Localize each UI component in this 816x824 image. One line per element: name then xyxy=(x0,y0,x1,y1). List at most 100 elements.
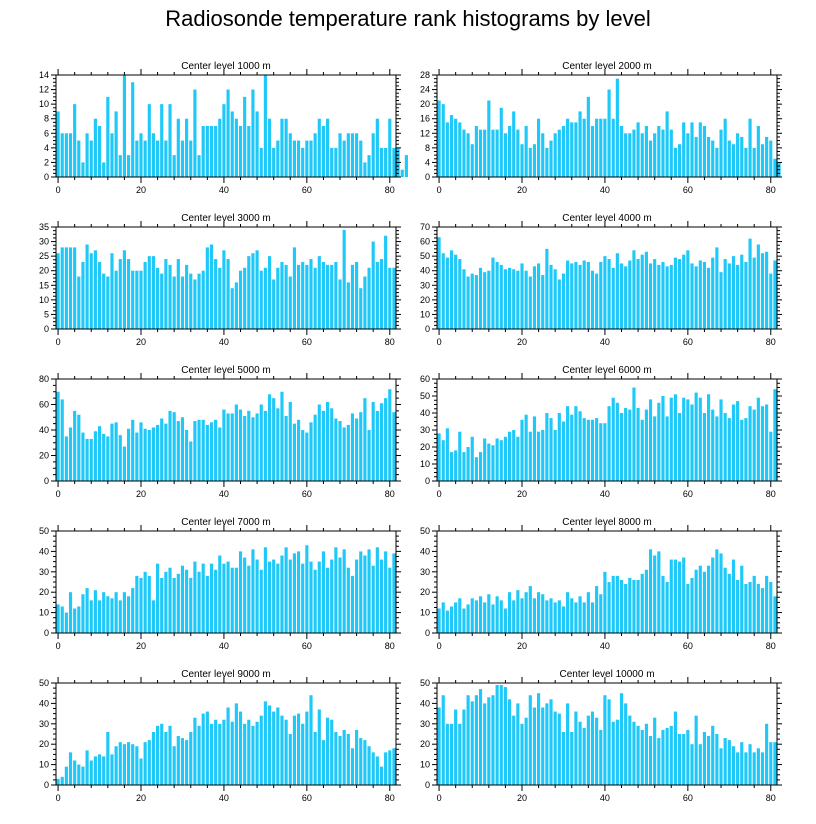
y-tick-label: 0 xyxy=(44,780,49,790)
bar xyxy=(77,276,81,329)
y-tick-label: 40 xyxy=(420,698,430,708)
bar xyxy=(143,140,147,177)
bar xyxy=(251,89,255,177)
bar xyxy=(603,118,607,177)
bar xyxy=(301,430,305,481)
bar xyxy=(624,133,628,177)
bar xyxy=(441,104,445,177)
bar xyxy=(474,275,478,329)
bar xyxy=(694,715,698,785)
bar xyxy=(218,267,222,329)
bar xyxy=(85,133,89,177)
bar xyxy=(243,723,247,785)
bar xyxy=(516,270,520,329)
bar xyxy=(263,547,267,633)
panel-title: Center level 7000 m xyxy=(181,517,271,528)
bar xyxy=(765,136,769,177)
y-tick-label: 40 xyxy=(420,266,430,276)
bar xyxy=(574,122,578,177)
bar xyxy=(702,571,707,633)
bar xyxy=(636,122,640,177)
bar xyxy=(135,270,139,329)
bar xyxy=(586,715,590,785)
bar xyxy=(201,126,205,177)
bar xyxy=(516,590,520,633)
y-tick-label: 30 xyxy=(39,719,49,729)
bar xyxy=(247,410,251,482)
y-tick-label: 20 xyxy=(420,442,430,452)
bar xyxy=(64,766,68,785)
bar xyxy=(230,721,234,785)
bar xyxy=(172,155,176,177)
bar xyxy=(151,600,156,633)
bar xyxy=(445,428,449,481)
bar xyxy=(760,752,765,785)
bar xyxy=(276,707,280,785)
bar xyxy=(474,695,478,785)
bar xyxy=(102,162,106,177)
bar xyxy=(549,598,553,633)
x-tick-label: 40 xyxy=(600,489,610,499)
panel-9: Center level 9000 m 0 20 40 60 80 0 10 20 30 40 50 xyxy=(39,669,401,803)
bar xyxy=(326,118,330,177)
bar xyxy=(243,267,247,329)
bar xyxy=(690,744,694,785)
bar xyxy=(321,740,326,785)
bar xyxy=(507,431,512,481)
bar xyxy=(342,229,346,329)
bar xyxy=(756,748,760,785)
panel-7: Center level 7000 m 0 20 40 60 80 0 10 20 30 40 50 xyxy=(39,517,401,651)
bar xyxy=(168,725,172,785)
bar xyxy=(677,561,682,633)
bar xyxy=(744,261,748,329)
bar xyxy=(748,744,752,785)
bar xyxy=(102,433,106,481)
bar xyxy=(367,267,371,329)
bar xyxy=(276,140,280,177)
bar xyxy=(151,256,156,329)
bar xyxy=(151,731,156,785)
bar xyxy=(180,140,185,177)
x-tick-label: 20 xyxy=(517,793,527,803)
y-tick-label: 60 xyxy=(39,400,49,410)
bar xyxy=(156,563,160,633)
bar xyxy=(193,561,197,633)
bar xyxy=(68,427,73,481)
bar xyxy=(578,596,582,633)
bar xyxy=(545,600,549,633)
bar xyxy=(628,260,632,329)
bar xyxy=(388,567,392,633)
bar xyxy=(114,592,118,633)
bar xyxy=(73,247,77,329)
bar xyxy=(553,133,557,177)
bar xyxy=(449,452,454,481)
bar xyxy=(85,244,89,329)
x-tick-label: 80 xyxy=(385,641,395,651)
bar xyxy=(528,147,532,177)
bar xyxy=(595,118,599,177)
bar xyxy=(715,247,719,329)
y-tick-label: 0 xyxy=(44,628,49,638)
bar xyxy=(532,598,537,633)
bar xyxy=(607,699,611,785)
bar xyxy=(570,731,574,785)
bar xyxy=(553,269,557,329)
bar xyxy=(60,399,64,481)
bar xyxy=(147,430,151,481)
bar xyxy=(77,606,81,633)
bar xyxy=(756,584,760,633)
bar xyxy=(151,427,156,481)
bar xyxy=(454,602,458,633)
bar xyxy=(499,685,503,785)
x-tick-label: 0 xyxy=(437,793,442,803)
bar xyxy=(334,261,338,329)
bar xyxy=(615,402,619,481)
bar xyxy=(723,567,727,633)
bar xyxy=(644,251,648,329)
y-tick-label: 10 xyxy=(420,608,430,618)
bar xyxy=(379,403,384,481)
bar xyxy=(168,104,172,177)
bar xyxy=(131,270,135,329)
y-tick-label: 6 xyxy=(44,128,49,138)
bar xyxy=(359,738,363,785)
